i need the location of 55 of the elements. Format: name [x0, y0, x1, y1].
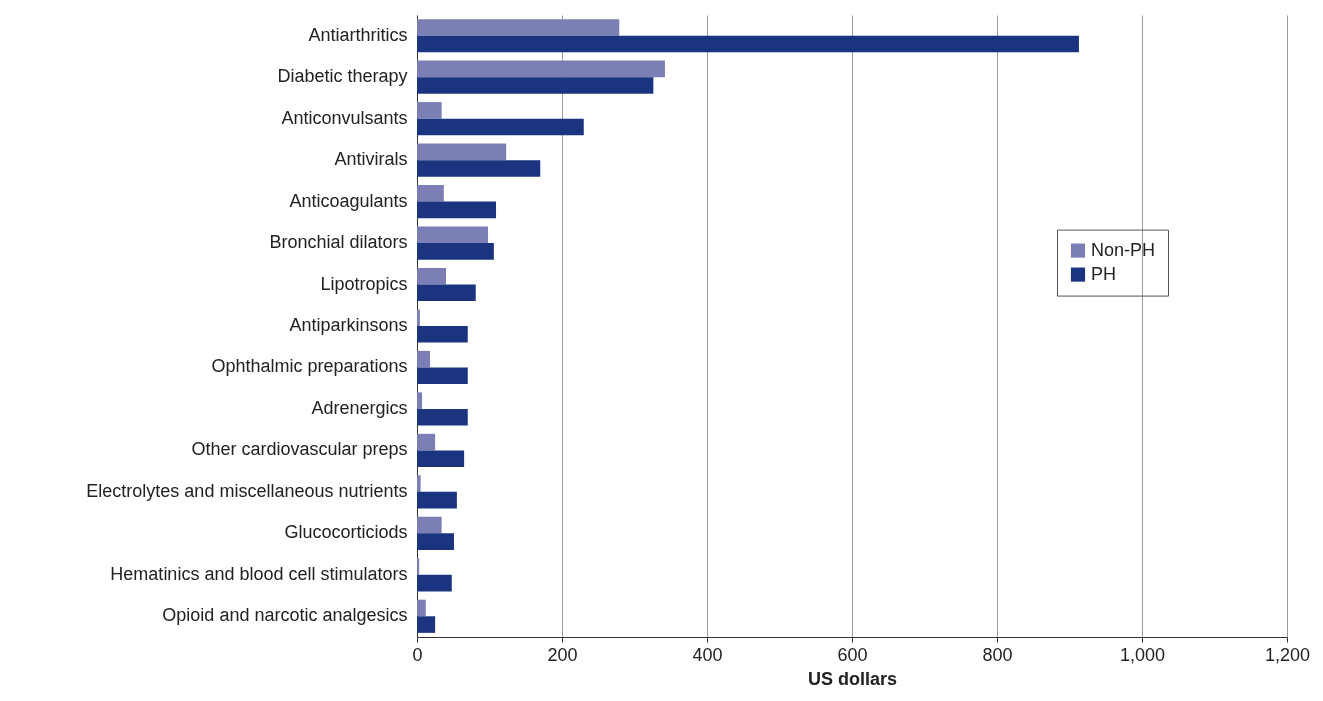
bar [417, 143, 507, 161]
legend-label: Non-PH [1091, 239, 1156, 260]
y-tick-label: Adrenergics [311, 397, 408, 418]
y-tick-label: Antiparkinsons [289, 315, 408, 335]
bar [417, 491, 457, 509]
y-tick-label: Antiarthritics [308, 24, 408, 45]
bar [417, 309, 420, 326]
bar [417, 118, 584, 136]
bar [417, 350, 431, 368]
bar [417, 284, 476, 302]
bar [417, 599, 426, 617]
y-tick-label: Other cardiovascular preps [191, 439, 408, 460]
legend-label: PH [1091, 263, 1117, 284]
bar [417, 35, 1079, 53]
bar [417, 558, 420, 575]
y-tick-label: Anticoagulants [289, 190, 408, 211]
x-tick-label: 600 [837, 644, 868, 665]
bar [417, 408, 468, 426]
bar [417, 326, 468, 343]
bar [417, 367, 468, 385]
bar [417, 77, 654, 94]
bar [417, 60, 665, 78]
x-tick-label: 1,200 [1264, 644, 1311, 665]
bar [417, 574, 452, 592]
x-tick-label: 0 [412, 644, 423, 665]
bar [417, 533, 454, 550]
bar [417, 450, 465, 467]
bar [417, 226, 489, 244]
y-tick-label: Antivirals [334, 149, 408, 170]
bar [417, 102, 442, 119]
y-tick-label: Electrolytes and miscellaneous nutrients [86, 480, 408, 501]
y-tick-label: Lipotropics [320, 273, 408, 294]
bar [417, 616, 436, 633]
bar [417, 392, 423, 409]
y-tick-label: Glucocorticiods [284, 522, 408, 543]
x-tick-label: 1,000 [1119, 644, 1166, 665]
bar [417, 185, 444, 202]
x-tick-label: 400 [692, 644, 723, 665]
bar [417, 201, 497, 219]
bar [417, 267, 446, 285]
y-tick-label: Bronchial dilators [269, 232, 408, 253]
bar [417, 19, 620, 36]
y-tick-label: Opioid and narcotic analgesics [162, 605, 408, 626]
bar [417, 475, 421, 492]
x-tick-label: 800 [982, 644, 1013, 665]
y-tick-label: Diabetic therapy [277, 66, 408, 87]
y-tick-label: Ophthalmic preparations [211, 356, 408, 377]
bar [417, 516, 442, 534]
x-tick-label: 200 [547, 644, 578, 665]
y-tick-label: Hematinics and blood cell stimulators [110, 563, 408, 584]
x-axis-title: US dollars [807, 668, 898, 689]
y-tick-label: Anticonvulsants [281, 107, 408, 128]
bar [417, 160, 541, 177]
bar [417, 243, 494, 260]
bar [417, 433, 436, 451]
